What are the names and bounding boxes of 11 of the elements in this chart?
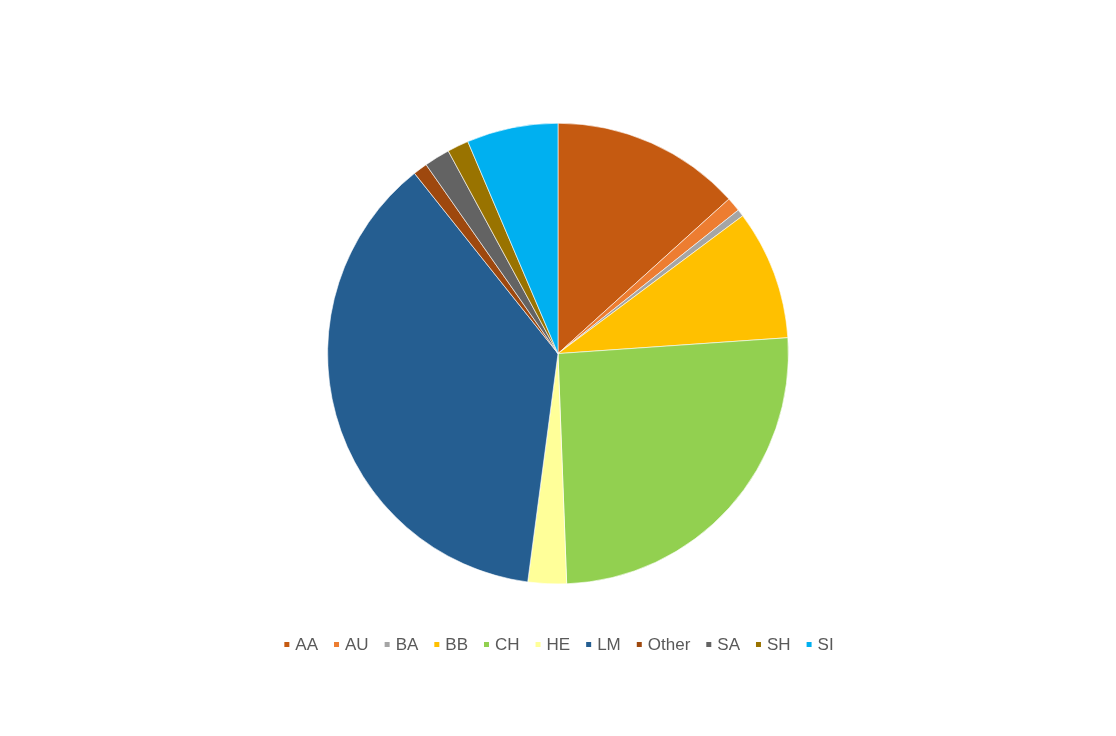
legend-label: HE (546, 635, 571, 654)
legend-label: BA (395, 635, 419, 654)
legend-label: Other (647, 635, 691, 654)
legend-label: SI (817, 635, 834, 654)
legend-label: SA (717, 635, 741, 654)
legend-label: SH (766, 635, 791, 654)
legend-label: AU (345, 635, 369, 654)
legend-label: BB (445, 635, 469, 654)
legend-label: LM (597, 635, 621, 654)
legend-label: AA (295, 635, 319, 654)
legend-label: CH (495, 635, 520, 654)
